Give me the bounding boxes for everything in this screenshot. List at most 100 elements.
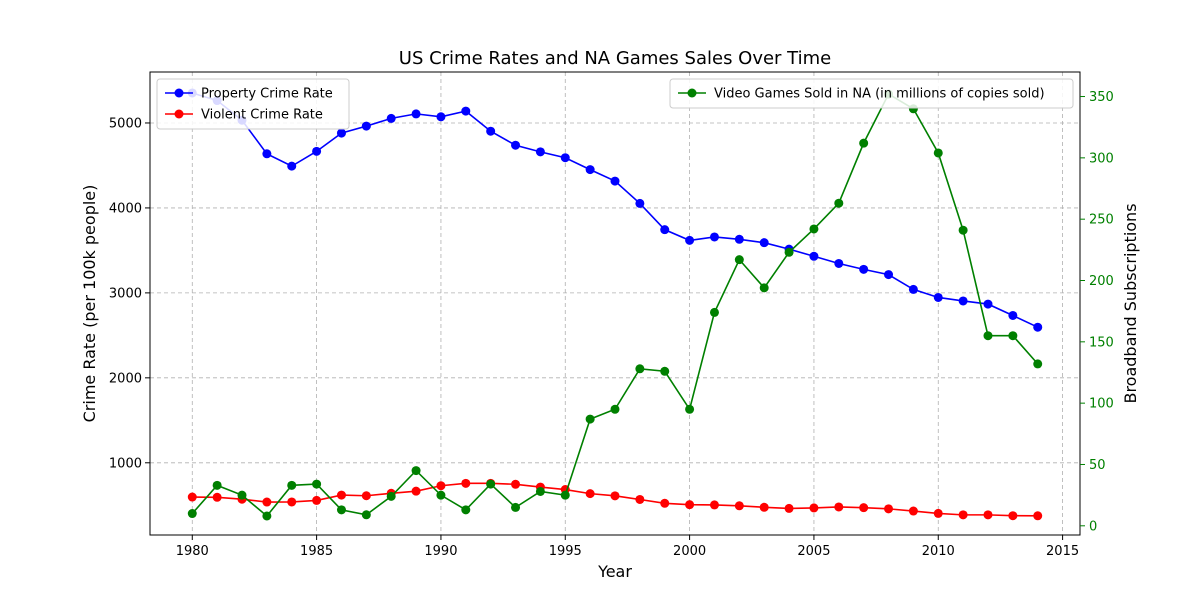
data-point (287, 497, 297, 507)
series-line (191, 92, 1039, 518)
y-left-tick-label: 1000 (109, 456, 142, 471)
data-point (262, 511, 272, 521)
data-point (1008, 511, 1018, 521)
data-point (1008, 310, 1018, 320)
data-point (660, 498, 670, 508)
data-point (386, 491, 396, 501)
y-axis-right: 0 50 100 150 200 250 300 350 (1080, 90, 1114, 534)
x-tick-label: 1995 (549, 544, 582, 559)
data-point (635, 364, 645, 374)
data-point (809, 503, 819, 513)
data-point (709, 232, 719, 242)
data-point (1008, 331, 1018, 341)
y-right-tick-label: 300 (1089, 151, 1114, 166)
data-point (685, 500, 695, 510)
data-point (933, 292, 943, 302)
data-point (262, 149, 272, 159)
y-axis-right-label: Broadband Subscriptions (1121, 203, 1140, 403)
data-point (237, 490, 247, 500)
data-point (361, 510, 371, 520)
y-right-tick-label: 150 (1089, 335, 1114, 350)
data-point (262, 497, 272, 507)
data-point (312, 479, 322, 489)
legend-label: Violent Crime Rate (201, 108, 323, 123)
data-point (859, 264, 869, 274)
data-point (784, 503, 794, 513)
data-point (486, 479, 496, 489)
data-point (1033, 322, 1043, 332)
x-axis: 1980 1985 1990 1995 2000 2005 2010 2015 (176, 535, 1079, 559)
y-right-tick-label: 50 (1089, 458, 1106, 473)
data-point (436, 490, 446, 500)
data-point (660, 225, 670, 235)
data-point (834, 502, 844, 512)
data-point (933, 148, 943, 158)
data-point (312, 495, 322, 505)
data-point (759, 238, 769, 248)
plot-frame (149, 71, 1081, 536)
data-point (336, 505, 346, 515)
data-point (859, 138, 869, 148)
y-right-tick-label: 100 (1089, 397, 1114, 412)
y-axis-left-label: Crime Rate (per 100k people) (80, 185, 99, 423)
data-point (933, 508, 943, 518)
legend-marker (174, 109, 184, 119)
data-point (685, 404, 695, 414)
data-point (610, 491, 620, 501)
data-point (908, 284, 918, 294)
data-point (212, 480, 222, 490)
legend-left: Property Crime Rate Violent Crime Rate (156, 78, 350, 130)
data-point (585, 414, 595, 424)
data-point (212, 492, 222, 502)
data-point (361, 121, 371, 131)
data-point (958, 296, 968, 306)
x-axis-label: Year (597, 562, 632, 581)
data-point (759, 283, 769, 293)
y-left-tick-label: 2000 (109, 371, 142, 386)
x-tick-label: 1985 (300, 544, 333, 559)
y-axis-left: 1000 2000 3000 4000 5000 (109, 116, 150, 471)
y-left-tick-label: 4000 (109, 201, 142, 216)
y-right-tick-label: 350 (1089, 90, 1114, 105)
data-point (734, 501, 744, 511)
data-point (461, 478, 471, 488)
data-point (958, 510, 968, 520)
data-point (287, 480, 297, 490)
x-tick-label: 1990 (424, 544, 457, 559)
data-point (958, 225, 968, 235)
data-point (759, 502, 769, 512)
data-point (411, 109, 421, 119)
data-point (734, 234, 744, 244)
data-point (908, 506, 918, 516)
data-point (983, 299, 993, 309)
series-2 (187, 478, 1043, 521)
data-point (809, 224, 819, 234)
data-point (411, 466, 421, 476)
data-point (834, 258, 844, 268)
data-point (535, 147, 545, 157)
legend-entry: Property Crime Rate (165, 87, 333, 102)
data-point (361, 491, 371, 501)
data-point (1033, 359, 1043, 369)
data-point (983, 331, 993, 341)
y-left-tick-label: 5000 (109, 116, 142, 131)
legend-entry: Video Games Sold in NA (in millions of c… (678, 87, 1045, 102)
series-group (187, 88, 1043, 521)
data-point (809, 251, 819, 261)
data-point (461, 106, 471, 116)
data-point (585, 489, 595, 499)
data-point (784, 247, 794, 257)
data-point (336, 490, 346, 500)
data-point (884, 504, 894, 514)
data-point (660, 366, 670, 376)
data-point (635, 494, 645, 504)
data-point (734, 255, 744, 265)
y-right-tick-label: 250 (1089, 213, 1114, 228)
legend-right: Video Games Sold in NA (in millions of c… (669, 78, 1074, 109)
data-point (709, 307, 719, 317)
data-point (187, 492, 197, 502)
data-point (486, 126, 496, 136)
data-point (560, 490, 570, 500)
data-point (411, 486, 421, 496)
